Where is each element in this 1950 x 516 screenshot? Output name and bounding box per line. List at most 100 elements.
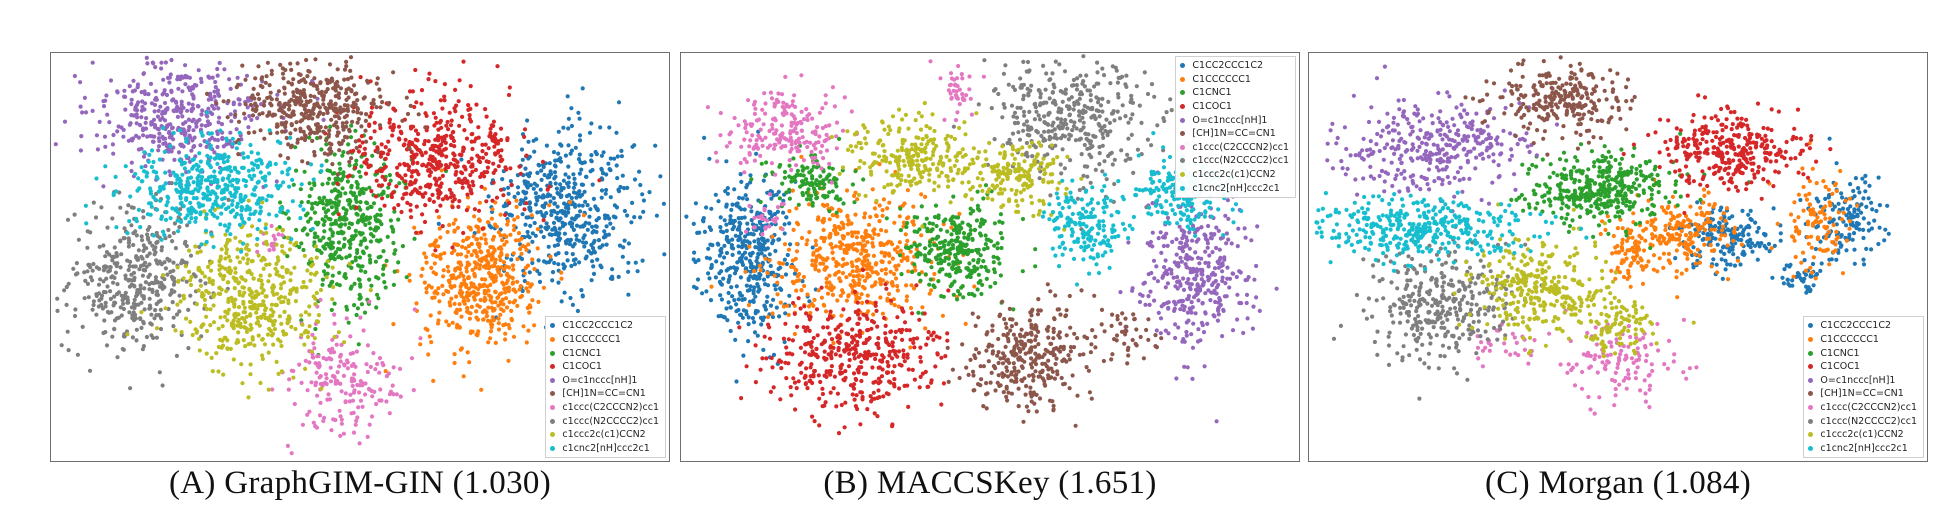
data-point — [446, 269, 451, 274]
data-point — [173, 246, 178, 251]
data-point — [315, 96, 320, 101]
data-point — [472, 139, 477, 144]
data-point — [453, 217, 458, 222]
data-point — [466, 298, 471, 303]
legend-marker — [550, 432, 556, 438]
data-point — [431, 147, 436, 152]
data-point — [525, 118, 530, 123]
data-point — [212, 89, 217, 94]
data-point — [460, 185, 465, 190]
data-point — [289, 451, 294, 456]
data-point — [215, 144, 220, 150]
data-point — [895, 288, 900, 293]
data-point — [380, 183, 385, 188]
data-point — [535, 198, 540, 203]
data-point — [336, 240, 342, 245]
data-point — [450, 320, 455, 325]
data-point — [625, 185, 630, 190]
data-point — [356, 138, 362, 143]
data-point — [364, 217, 369, 222]
data-point — [159, 237, 164, 242]
data-point — [248, 102, 253, 107]
data-point — [746, 315, 751, 320]
data-point — [370, 394, 375, 399]
data-point — [221, 160, 227, 165]
data-point — [346, 225, 352, 231]
data-point — [294, 120, 299, 125]
data-point — [759, 251, 764, 256]
data-point — [350, 351, 355, 356]
data-point — [127, 284, 132, 289]
data-point — [165, 123, 170, 128]
data-point — [490, 207, 495, 212]
data-point — [530, 257, 535, 262]
data-point — [746, 277, 751, 283]
data-point — [748, 173, 753, 178]
data-point — [841, 257, 846, 262]
data-point — [349, 123, 354, 128]
data-point — [167, 80, 172, 85]
data-point — [357, 255, 363, 260]
data-point — [498, 258, 503, 263]
data-point — [519, 198, 524, 203]
data-point — [65, 329, 70, 334]
data-point — [741, 308, 746, 313]
data-point — [461, 59, 466, 64]
data-point — [338, 166, 343, 171]
data-point — [478, 297, 483, 303]
data-point — [477, 200, 482, 205]
data-point — [318, 381, 323, 387]
data-point — [387, 117, 392, 122]
data-point — [556, 280, 561, 285]
data-point — [458, 284, 463, 289]
data-point — [325, 181, 330, 186]
data-point — [335, 370, 340, 375]
data-point — [230, 136, 235, 141]
data-point — [328, 124, 333, 129]
data-point — [321, 244, 326, 249]
data-point — [306, 330, 311, 335]
data-point — [603, 191, 608, 196]
data-point — [151, 233, 156, 238]
data-point — [542, 172, 547, 178]
data-point — [207, 197, 212, 202]
data-point — [177, 293, 182, 298]
data-point — [493, 136, 498, 141]
data-point — [235, 75, 240, 80]
data-point — [486, 288, 491, 293]
data-point — [493, 257, 498, 262]
data-point — [397, 366, 403, 371]
data-point — [792, 271, 797, 276]
data-point — [556, 262, 561, 267]
data-point — [442, 82, 447, 87]
data-point — [218, 272, 223, 277]
data-point — [312, 210, 317, 215]
data-point — [177, 128, 182, 133]
legend-entry-c1ccc-n2cccc2-cc1: c1ccc(N2CCCC2)cc1 — [550, 414, 659, 428]
data-point — [165, 75, 171, 80]
data-point — [278, 153, 283, 158]
data-point — [569, 195, 574, 201]
data-point — [359, 302, 364, 307]
data-point — [293, 127, 298, 132]
data-point — [750, 316, 755, 321]
data-point — [123, 273, 128, 278]
data-point — [321, 206, 326, 211]
data-point — [254, 289, 259, 294]
data-point — [908, 305, 914, 311]
data-point — [869, 265, 874, 270]
data-point — [166, 195, 171, 201]
data-point — [387, 392, 393, 397]
data-point — [204, 307, 209, 312]
data-point — [195, 179, 201, 184]
data-point — [365, 434, 370, 439]
data-point — [151, 281, 156, 286]
data-point — [448, 283, 453, 289]
data-point — [266, 350, 271, 355]
data-point — [391, 365, 396, 370]
data-point — [112, 245, 117, 250]
data-point — [272, 318, 277, 324]
data-point — [347, 261, 352, 266]
data-point — [505, 219, 511, 224]
data-point — [604, 224, 609, 229]
